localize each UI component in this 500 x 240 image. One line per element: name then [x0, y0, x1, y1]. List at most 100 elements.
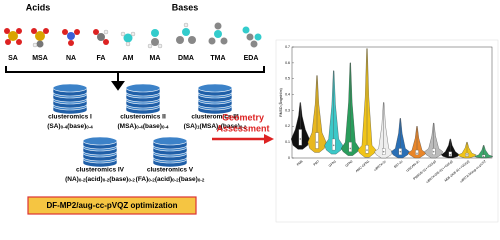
- database-formula: (MSA)0-4(base)0-4: [118, 123, 169, 130]
- formula-part: (base): [143, 123, 162, 130]
- molecule: [147, 29, 163, 49]
- molecule: [93, 29, 109, 45]
- y-tick-label: 0.1: [285, 140, 290, 144]
- median: [316, 141, 318, 143]
- y-tick-label: 0: [288, 156, 290, 160]
- x-tick-label: PM7: [313, 159, 321, 166]
- y-tick-label: 0.7: [285, 45, 290, 49]
- y-tick-label: 0.3: [285, 108, 290, 112]
- box: [348, 141, 352, 152]
- median: [416, 152, 418, 155]
- box: [298, 129, 302, 146]
- y-tick-label: 0.6: [285, 61, 290, 65]
- acids-label: Acids: [26, 2, 51, 12]
- formula-part: (FA): [136, 176, 149, 183]
- database-name: clusteromics V: [147, 167, 194, 174]
- formula-part: (base): [67, 123, 86, 130]
- molecule-icons: [4, 22, 262, 49]
- molecule-name: MSA: [32, 55, 48, 62]
- x-tick-label: PM6: [296, 159, 304, 166]
- subscript: 0-2: [79, 178, 86, 183]
- bracket: [5, 66, 265, 91]
- database: clusteromics IV (NA)0-2(acid)0-2(base)0-2: [65, 136, 135, 183]
- molecule: [242, 26, 262, 48]
- assessment-arrow-head: [264, 134, 274, 144]
- y-tick-label: 0.2: [285, 124, 290, 128]
- formula-part: (MSA): [199, 123, 218, 130]
- formula-part: (NA): [65, 176, 79, 183]
- assessment-line: Geometry: [222, 112, 264, 122]
- database-name: clusteromics II: [120, 114, 166, 121]
- median: [466, 154, 468, 156]
- subscript: 0-2: [198, 178, 205, 183]
- database: clusteromics I(SA)0-4(base)0-4: [47, 83, 93, 130]
- disk-top: [82, 136, 118, 146]
- molecule-name: AM: [123, 55, 134, 62]
- x-tick-label: GFN2: [344, 159, 353, 168]
- database-name: clusteromics I: [48, 114, 92, 121]
- subscript: 0-4: [86, 125, 93, 130]
- disk-top: [52, 83, 88, 93]
- database-formula: (SA)0-4(base)0-4: [47, 123, 93, 130]
- x-tick-label: B97-3c: [393, 159, 404, 169]
- disk-top: [125, 83, 161, 93]
- formula-part: (acid): [155, 176, 172, 183]
- molecule: [4, 28, 22, 45]
- molecule: [62, 29, 80, 46]
- median: [332, 144, 335, 147]
- molecule-name: EDA: [244, 55, 259, 62]
- subscript: 0-2: [128, 178, 135, 183]
- molecule-name: DMA: [178, 55, 194, 62]
- subscript: 0-2: [148, 178, 155, 183]
- subscript: 0-4: [136, 125, 143, 130]
- subscript: 0-4: [61, 125, 68, 130]
- formula-part: (acid): [85, 176, 102, 183]
- median: [366, 149, 368, 151]
- formula-part: (SA): [184, 123, 197, 130]
- database: clusteromics V(FA)0-2(acid)0-2(base)0-2: [136, 136, 205, 183]
- subscript: 1: [218, 125, 221, 130]
- database-name: clusteromics III: [191, 114, 239, 121]
- molecule-name: FA: [97, 55, 106, 62]
- median: [299, 138, 302, 140]
- subscript: 1: [197, 125, 200, 130]
- formula-part: (base): [179, 176, 198, 183]
- databases: clusteromics I(SA)0-4(base)0-4clusteromi…: [47, 83, 247, 183]
- median: [432, 150, 435, 153]
- subscript: 0-2: [240, 125, 247, 130]
- violin-chart: 0 0.1 0.2 0.3 0.4 0.5 0.6 0.7 RMSD (Ångström) PM6…: [275, 39, 499, 223]
- bracket-line: [5, 66, 265, 73]
- arrow-head: [111, 81, 125, 91]
- bases-label: Bases: [172, 2, 199, 12]
- molecule-names: SA MSA NA FA AM MA DMA TMA EDA: [8, 55, 258, 62]
- y-tick-label: 0.5: [285, 77, 290, 81]
- median: [349, 147, 352, 150]
- disk-top: [197, 83, 233, 93]
- molecule-name: SA: [8, 55, 18, 62]
- disk-top: [152, 136, 188, 146]
- assessment-line: Assessment: [216, 123, 269, 133]
- method-box: [27, 196, 197, 215]
- molecule: [31, 28, 49, 48]
- subscript: 0-2: [103, 178, 110, 183]
- y-tick-label: 0.4: [285, 92, 290, 96]
- subscript: 0-2: [172, 178, 179, 183]
- database: clusteromics III(SA)1(MSA)1(base)0-2: [184, 83, 247, 130]
- median: [482, 155, 485, 158]
- median: [382, 150, 385, 153]
- method-label: DF-MP2/aug-cc-pVQZ optimization: [46, 201, 177, 210]
- database: clusteromics II (MSA)0-4(base)0-4: [118, 83, 169, 130]
- formula-part: (MSA): [118, 123, 137, 130]
- chart-background: [275, 39, 499, 223]
- molecule-name: TMA: [210, 55, 225, 62]
- graphical-abstract: Acids Bases SA MSA NA FA AM MA DMA TMA EDA clust…: [4, 2, 499, 223]
- formula-part: (SA): [47, 123, 60, 130]
- database-formula: (FA)0-2(acid)0-2(base)0-2: [136, 176, 205, 183]
- median: [399, 150, 402, 153]
- database-formula: (NA)0-2(acid)0-2(base)0-2: [65, 176, 135, 183]
- molecule: [208, 22, 228, 45]
- formula-part: (base): [221, 123, 240, 130]
- y-axis-label: RMSD (Ångström): [278, 88, 283, 117]
- x-tick-label: GFN1: [328, 159, 337, 168]
- database-name: clusteromics IV: [76, 167, 125, 174]
